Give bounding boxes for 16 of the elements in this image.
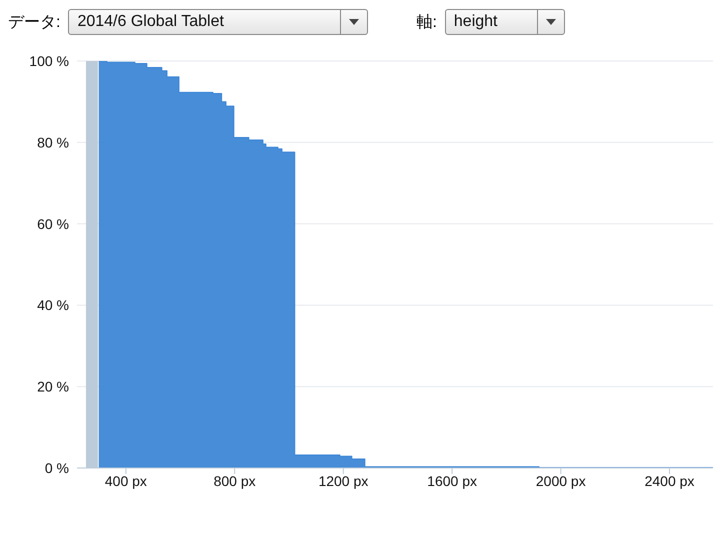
x-tick-label: 400 px xyxy=(104,472,147,489)
y-tick-label: 20 % xyxy=(37,378,69,395)
x-tick-label: 1200 px xyxy=(318,472,368,489)
y-tick-label: 80 % xyxy=(37,134,69,150)
x-tick-label: 800 px xyxy=(214,472,256,489)
y-tick-label: 0 % xyxy=(44,460,69,476)
y-tick-label: 60 % xyxy=(37,216,69,232)
text: 軸: xyxy=(416,12,437,32)
text: データ: xyxy=(8,12,60,32)
y-tick-label: 40 % xyxy=(37,297,69,314)
y-tick-label: 100 % xyxy=(29,52,69,69)
x-tick-label: 2000 px xyxy=(536,472,586,489)
x-tick-label: 1600 px xyxy=(427,472,477,489)
text: 2014/6 Global Tablet xyxy=(76,12,225,32)
x-tick-label: 2400 px xyxy=(644,472,694,489)
text: height xyxy=(452,12,498,32)
